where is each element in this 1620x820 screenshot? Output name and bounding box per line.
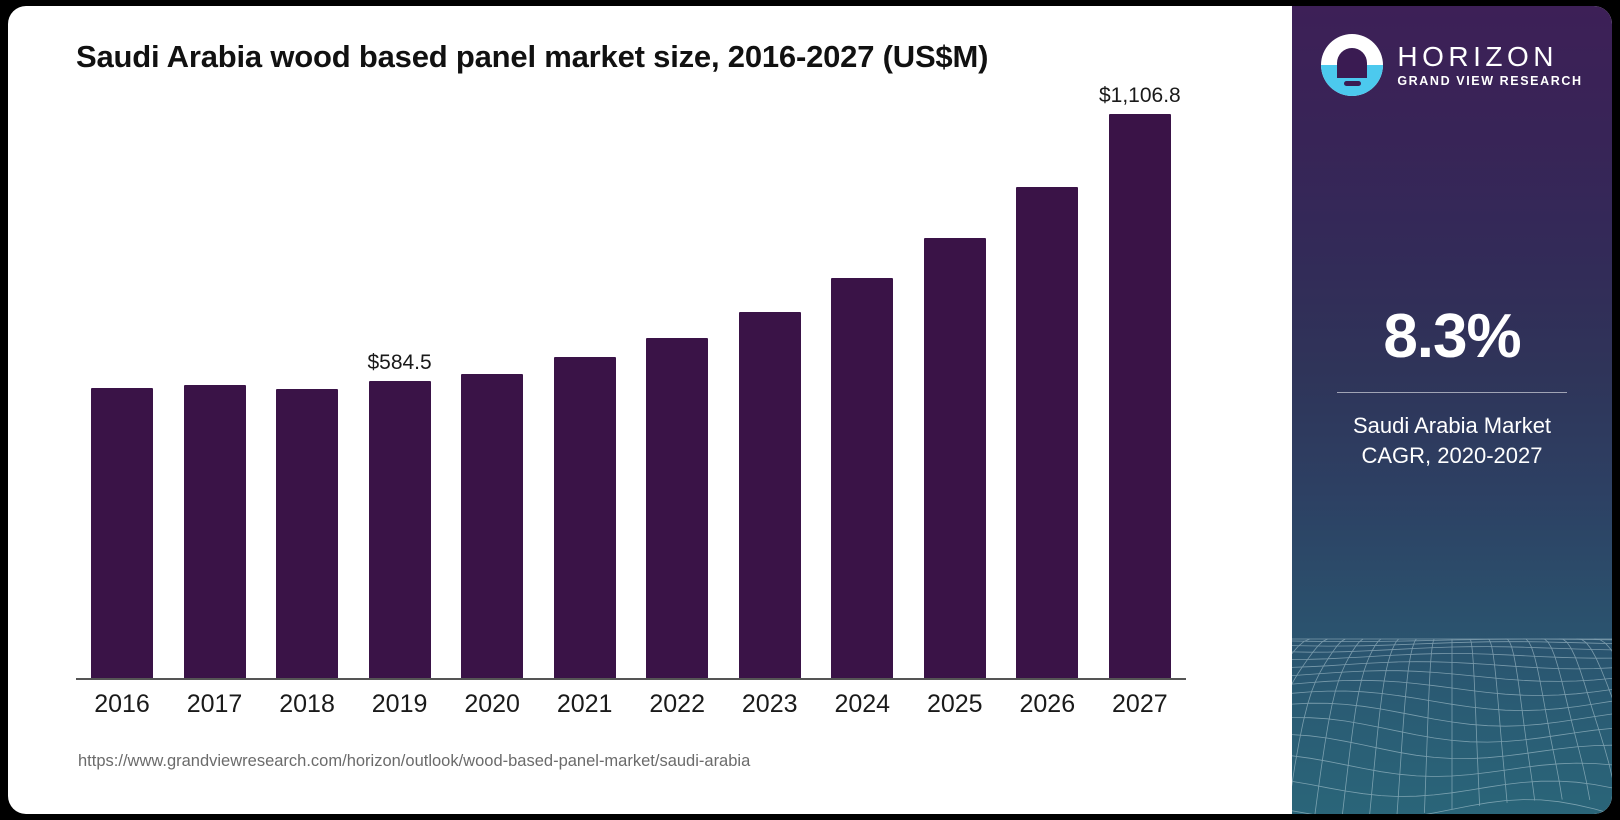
bar-value-label: $584.5: [367, 350, 432, 374]
cagr-caption: Saudi Arabia Market CAGR, 2020-2027: [1292, 411, 1612, 472]
x-tick-2026: 2026: [1019, 690, 1076, 718]
bar-2027[interactable]: [1108, 114, 1171, 679]
cagr-caption-line2: CAGR, 2020-2027: [1361, 443, 1543, 469]
bar-2022[interactable]: [646, 338, 709, 679]
x-tick-2020: 2020: [464, 690, 520, 718]
bar-2021[interactable]: [553, 356, 616, 679]
cagr-caption-line1: Saudi Arabia Market: [1352, 413, 1552, 438]
bar-slot: [724, 86, 816, 679]
x-tick-2025: 2025: [926, 690, 983, 718]
x-axis-line: [76, 678, 1186, 680]
source-url[interactable]: https://www.grandviewresearch.com/horizo…: [78, 752, 751, 770]
bar-2023[interactable]: [738, 311, 801, 679]
chart-card: Saudi Arabia wood based panel market siz…: [8, 6, 1612, 814]
cagr-block: 8.3% Saudi Arabia Market CAGR, 2020-2027: [1292, 306, 1612, 472]
bar-2020[interactable]: [461, 373, 524, 679]
perspective-mesh-graphic: [1292, 638, 1612, 814]
bar-slot: [631, 86, 723, 679]
logo-text-block: HORIZON GRAND VIEW RESEARCH: [1397, 40, 1583, 89]
x-tick-2019: 2019: [371, 690, 428, 718]
horizon-logo: HORIZON GRAND VIEW RESEARCH: [1292, 34, 1612, 96]
x-tick-2016: 2016: [94, 690, 150, 718]
x-tick-2018: 2018: [279, 690, 335, 718]
cagr-value: 8.3%: [1383, 302, 1521, 371]
bar-slot: [1001, 86, 1093, 679]
bar-2019[interactable]: [368, 380, 431, 679]
bar-2025[interactable]: [923, 238, 986, 679]
logo-wordmark: HORIZON: [1397, 40, 1558, 72]
bar-slot: [446, 86, 538, 679]
chart-title: Saudi Arabia wood based panel market siz…: [76, 39, 989, 74]
horizon-sunset-icon: [1321, 34, 1384, 96]
bar-slot: [169, 86, 261, 679]
bar-slot: [539, 86, 631, 679]
bar-slot: $584.5: [354, 86, 446, 679]
x-axis-labels: 2016 2017 2018 2019 2020 2021 2022 2023 2024 2025…: [76, 690, 1186, 719]
chart-region: Saudi Arabia wood based panel market siz…: [8, 6, 1253, 814]
cagr-divider: [1337, 392, 1567, 393]
bar-2018[interactable]: [276, 389, 339, 679]
x-tick-2027: 2027: [1112, 690, 1168, 718]
brand-panel: HORIZON GRAND VIEW RESEARCH 8.3% Saudi A…: [1292, 6, 1612, 814]
x-tick-2024: 2024: [834, 690, 891, 718]
bar-slot: [261, 86, 353, 679]
bar-series: $584.5 $1,106.8: [76, 84, 1186, 679]
bar-2024[interactable]: [831, 278, 894, 679]
x-tick-2021: 2021: [556, 690, 613, 718]
bar-slot: $1,106.8: [1094, 84, 1186, 679]
bar-2026[interactable]: [1016, 186, 1079, 679]
bar-slot: [909, 86, 1001, 679]
bar-2017[interactable]: [183, 385, 246, 679]
bar-slot: [76, 86, 168, 679]
logo-ray-long-icon: [1338, 72, 1367, 78]
logo-subtitle: GRAND VIEW RESEARCH: [1397, 74, 1583, 89]
logo-ray-short-icon: [1343, 80, 1361, 86]
x-tick-2023: 2023: [741, 690, 798, 718]
x-tick-2022: 2022: [649, 690, 705, 718]
bar-slot: [816, 86, 908, 679]
bar-2016[interactable]: [91, 388, 153, 679]
bar-value-label: $1,106.8: [1098, 84, 1181, 107]
x-tick-2017: 2017: [186, 690, 243, 718]
